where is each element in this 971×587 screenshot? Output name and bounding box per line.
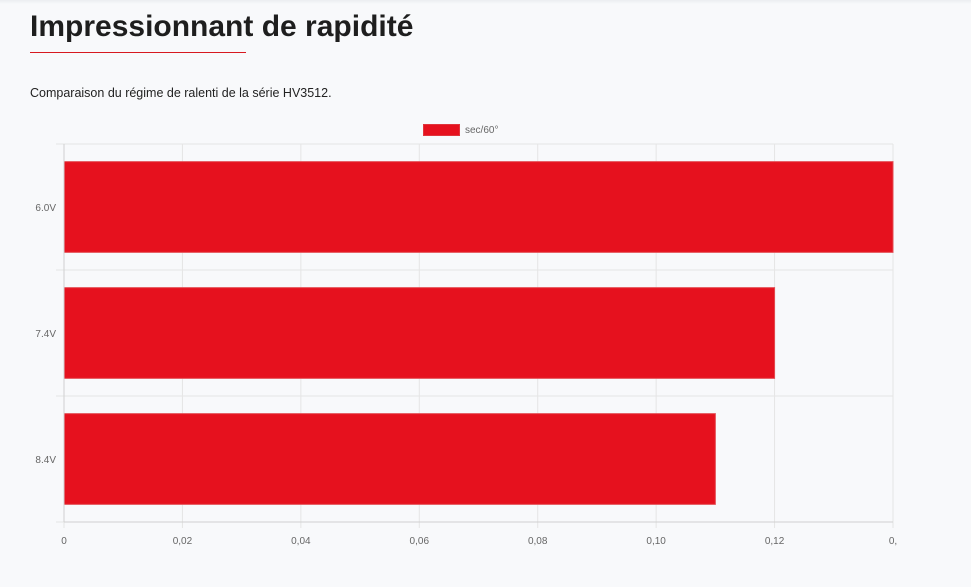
bar-7-4V[interactable]: [63, 287, 776, 379]
x-tick-label: 0,04: [291, 536, 311, 547]
title-underline: [30, 52, 246, 53]
x-tick-label: 0,: [889, 536, 897, 547]
chart-subtitle: Comparaison du régime de ralenti de la s…: [30, 86, 332, 100]
chart-legend[interactable]: sec/60°: [423, 123, 498, 137]
x-tick-label: 0,06: [410, 536, 430, 547]
bars: [63, 161, 894, 505]
x-tick-label: 0,10: [646, 536, 666, 547]
x-tick-label: 0,02: [173, 536, 193, 547]
x-tick-label: 0,12: [765, 536, 785, 547]
bar-8-4V[interactable]: [63, 413, 716, 505]
y-tick-label: 8.4V: [35, 455, 56, 466]
x-tick-label: 0: [61, 536, 67, 547]
page-title: Impressionnant de rapidité: [30, 10, 414, 43]
axes: 0 0,02 0,04 0,06 0,08 0,10 0,12 0, 6.0V 7.4V 8.4V: [35, 144, 897, 547]
legend-label: sec/60°: [465, 124, 499, 136]
top-shadow: [0, 0, 971, 4]
y-tick-label: 7.4V: [35, 329, 56, 340]
x-tick-label: 0,08: [528, 536, 548, 547]
y-tick-label: 6.0V: [35, 203, 56, 214]
bar-6-0V[interactable]: [63, 161, 894, 253]
legend-swatch: [423, 124, 460, 136]
